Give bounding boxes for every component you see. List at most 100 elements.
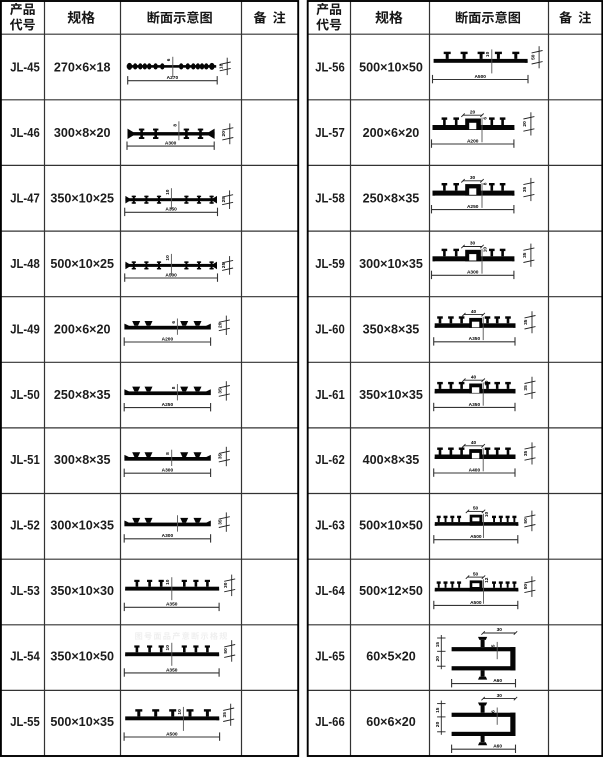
svg-text:10: 10 xyxy=(484,512,490,518)
svg-text:350×10×50: 350×10×50 xyxy=(50,649,114,664)
svg-text:10: 10 xyxy=(483,247,489,253)
svg-text:A350: A350 xyxy=(165,207,177,213)
svg-text:20: 20 xyxy=(435,656,441,662)
svg-text:35: 35 xyxy=(523,319,529,325)
svg-text:35: 35 xyxy=(218,519,224,525)
svg-text:50: 50 xyxy=(530,54,536,60)
svg-text:A500: A500 xyxy=(166,731,178,737)
svg-text:25: 25 xyxy=(221,197,227,203)
svg-text:60×6×20: 60×6×20 xyxy=(366,714,416,729)
svg-text:35: 35 xyxy=(218,454,224,460)
svg-text:6: 6 xyxy=(171,321,177,324)
svg-text:8: 8 xyxy=(172,124,178,127)
svg-text:A200: A200 xyxy=(467,138,479,144)
svg-text:8: 8 xyxy=(484,316,490,319)
svg-text:JL-55: JL-55 xyxy=(10,714,40,729)
svg-text:300×8×35: 300×8×35 xyxy=(54,452,111,467)
svg-text:JL-53: JL-53 xyxy=(10,583,40,598)
svg-text:350×8×35: 350×8×35 xyxy=(363,321,420,336)
svg-text:15: 15 xyxy=(435,642,441,648)
svg-text:50: 50 xyxy=(523,584,529,590)
svg-text:JL-64: JL-64 xyxy=(315,583,345,598)
svg-text:10: 10 xyxy=(484,380,490,386)
svg-text:350×10×35: 350×10×35 xyxy=(359,387,423,402)
svg-text:35: 35 xyxy=(218,388,224,394)
svg-text:12: 12 xyxy=(484,577,490,583)
svg-text:JL-45: JL-45 xyxy=(10,60,40,75)
svg-text:JL-54: JL-54 xyxy=(10,649,40,664)
svg-text:8: 8 xyxy=(165,452,171,455)
svg-text:25: 25 xyxy=(221,262,227,268)
svg-text:8: 8 xyxy=(484,447,490,450)
svg-text:JL-47: JL-47 xyxy=(10,191,40,206)
svg-text:18: 18 xyxy=(218,63,224,69)
svg-text:20: 20 xyxy=(218,322,224,328)
svg-text:A500: A500 xyxy=(470,600,482,606)
svg-text:20: 20 xyxy=(435,721,441,727)
svg-text:JL-58: JL-58 xyxy=(315,191,345,206)
svg-text:400×8×35: 400×8×35 xyxy=(363,452,420,467)
svg-text:JL-61: JL-61 xyxy=(315,387,345,402)
svg-text:200×6×20: 200×6×20 xyxy=(363,125,420,140)
svg-text:35: 35 xyxy=(523,385,529,391)
svg-text:A500: A500 xyxy=(165,272,177,278)
svg-text:JL-59: JL-59 xyxy=(315,256,345,271)
svg-text:20: 20 xyxy=(522,121,528,127)
svg-text:10: 10 xyxy=(177,709,183,715)
svg-text:A250: A250 xyxy=(467,204,479,210)
svg-text:A350: A350 xyxy=(166,602,178,608)
svg-text:JL-48: JL-48 xyxy=(10,256,40,271)
svg-text:JL-62: JL-62 xyxy=(315,452,345,467)
svg-text:JL-56: JL-56 xyxy=(315,60,345,75)
svg-text:270×6×18: 270×6×18 xyxy=(54,60,111,75)
svg-text:40: 40 xyxy=(471,309,477,315)
svg-text:500×10×50: 500×10×50 xyxy=(359,60,423,75)
svg-text:50: 50 xyxy=(473,571,479,577)
svg-text:A350: A350 xyxy=(469,336,481,342)
svg-text:40: 40 xyxy=(471,374,477,380)
svg-text:300×10×35: 300×10×35 xyxy=(50,518,114,533)
svg-text:15: 15 xyxy=(435,707,441,713)
svg-text:500×10×25: 500×10×25 xyxy=(50,256,114,271)
svg-text:JL-49: JL-49 xyxy=(10,321,40,336)
svg-text:500×12×50: 500×12×50 xyxy=(359,583,423,598)
svg-text:35: 35 xyxy=(522,187,528,193)
svg-text:JL-57: JL-57 xyxy=(315,125,345,140)
svg-text:10: 10 xyxy=(485,51,491,57)
svg-text:JL-52: JL-52 xyxy=(10,518,40,533)
svg-text:350×10×30: 350×10×30 xyxy=(50,583,114,598)
svg-text:50: 50 xyxy=(523,518,529,524)
svg-text:50: 50 xyxy=(223,648,229,654)
svg-text:A300: A300 xyxy=(165,141,177,147)
svg-text:JL-60: JL-60 xyxy=(315,321,345,336)
svg-text:40: 40 xyxy=(471,440,477,446)
svg-text:30: 30 xyxy=(470,175,476,181)
svg-text:A300: A300 xyxy=(162,468,174,474)
svg-text:A250: A250 xyxy=(162,402,174,408)
svg-text:6: 6 xyxy=(483,117,489,120)
svg-text:60×5×20: 60×5×20 xyxy=(366,649,416,664)
svg-text:A60: A60 xyxy=(493,678,502,684)
svg-text:500×10×35: 500×10×35 xyxy=(50,714,114,729)
svg-text:JL-65: JL-65 xyxy=(315,649,345,664)
svg-text:6: 6 xyxy=(166,58,172,61)
svg-text:30: 30 xyxy=(497,693,503,699)
svg-text:10: 10 xyxy=(165,189,171,195)
svg-text:20: 20 xyxy=(470,109,476,115)
svg-text:50: 50 xyxy=(473,506,479,512)
svg-text:A300: A300 xyxy=(467,270,479,276)
svg-text:10: 10 xyxy=(165,579,171,585)
svg-text:6: 6 xyxy=(491,710,497,713)
svg-text:A270: A270 xyxy=(167,75,179,81)
svg-text:30: 30 xyxy=(497,627,503,633)
svg-text:A400: A400 xyxy=(469,467,481,473)
svg-text:JL-66: JL-66 xyxy=(315,714,345,729)
svg-text:JL-46: JL-46 xyxy=(10,125,40,140)
svg-text:A350: A350 xyxy=(469,402,481,408)
svg-text:JL-63: JL-63 xyxy=(315,518,345,533)
svg-text:A60: A60 xyxy=(493,744,502,750)
svg-text:350×10×25: 350×10×25 xyxy=(50,191,114,206)
svg-text:250×8×35: 250×8×35 xyxy=(54,387,111,402)
svg-text:35: 35 xyxy=(222,712,228,718)
svg-text:300×10×35: 300×10×35 xyxy=(359,256,423,271)
